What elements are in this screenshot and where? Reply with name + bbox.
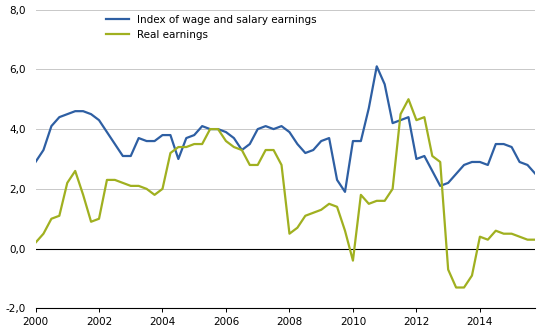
Real earnings — [239, 148, 245, 152]
Index of wage and salary earnings — [342, 190, 348, 194]
Real earnings — [421, 115, 427, 119]
Line: Real earnings: Real earnings — [36, 99, 541, 287]
Index of wage and salary earnings — [421, 154, 427, 158]
Index of wage and salary earnings — [437, 184, 444, 188]
Index of wage and salary earnings — [373, 64, 380, 68]
Real earnings — [405, 97, 412, 101]
Real earnings — [437, 160, 444, 164]
Real earnings — [524, 238, 531, 242]
Index of wage and salary earnings — [32, 160, 39, 164]
Index of wage and salary earnings — [88, 112, 94, 116]
Real earnings — [342, 229, 348, 233]
Line: Index of wage and salary earnings: Index of wage and salary earnings — [36, 66, 541, 216]
Real earnings — [453, 285, 459, 289]
Index of wage and salary earnings — [239, 148, 245, 152]
Index of wage and salary earnings — [516, 160, 523, 164]
Real earnings — [88, 220, 94, 224]
Real earnings — [32, 241, 39, 245]
Legend: Index of wage and salary earnings, Real earnings: Index of wage and salary earnings, Real … — [105, 15, 316, 40]
